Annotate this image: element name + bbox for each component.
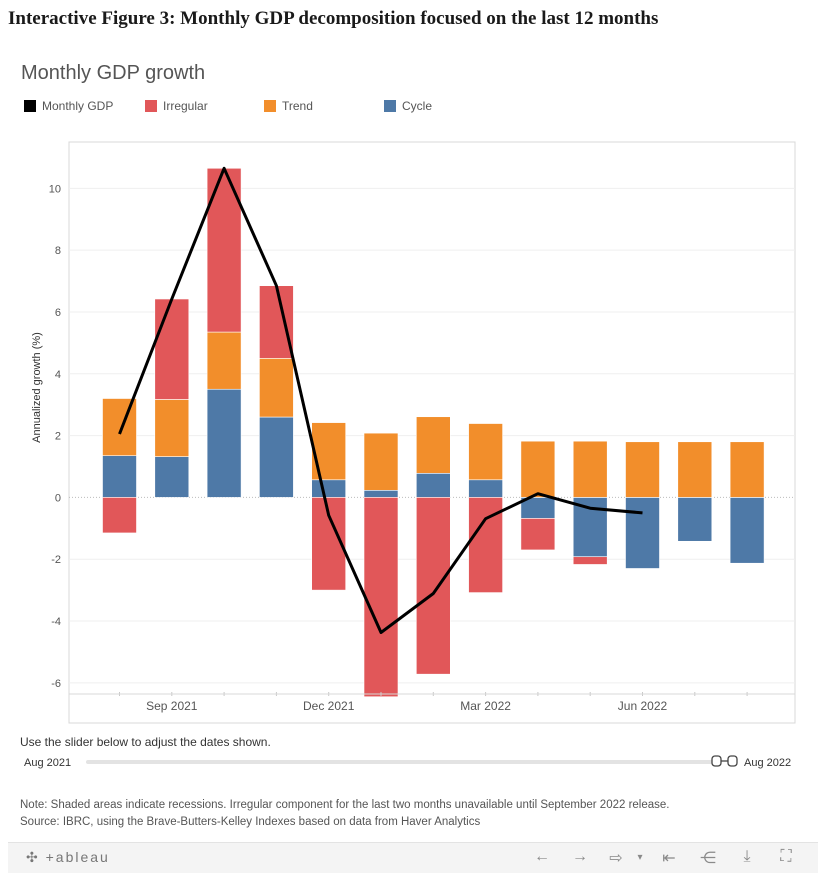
chart-plot: -6 -4 -2 0 2 4 6 8 10 Sep 2021 Dec 2021 Mar 2022 Jun… [31,141,796,724]
fullscreen-icon[interactable]: ⛶ [780,848,792,865]
bar-irregular[interactable] [572,556,608,565]
plot-frame [68,141,796,724]
bar-irregular[interactable] [102,497,137,534]
y-tick-label: 0 [55,492,61,504]
bar-irregular[interactable] [520,518,556,551]
note: Note: Shaded areas indicate recessions. … [20,797,670,831]
bar-cycle[interactable] [677,497,713,542]
date-range-slider-track[interactable] [86,760,714,764]
tableau-logo-icon: ✣ [26,849,40,865]
legend-swatch [24,100,36,112]
legend-label: Irregular [163,99,208,113]
slider-caption: Use the slider below to adjust the dates… [20,735,271,749]
x-tick-label: Sep 2021 [146,699,198,713]
bar-cycle[interactable] [415,472,451,498]
bar-trend[interactable] [259,358,294,418]
bar-cycle[interactable] [363,489,399,498]
y-tick-label: -6 [51,678,61,690]
reset-icon[interactable]: ⇤ [662,850,676,867]
bar-cycle[interactable] [311,479,347,498]
y-tick-label: 10 [49,183,61,195]
bar-cycle[interactable] [206,388,242,498]
bar-irregular[interactable] [415,497,451,675]
legend-swatch [384,100,396,112]
undo-icon[interactable]: ← [534,848,550,865]
y-tick-label: 6 [55,307,61,319]
legend-label: Cycle [402,99,433,113]
bar-cycle[interactable] [625,497,660,569]
x-tick-label: Dec 2021 [303,699,355,713]
bar-trend[interactable] [363,432,399,491]
bar-trend[interactable] [520,440,556,498]
y-axis-title: Annualized growth (%) [31,332,43,443]
revert-icon[interactable]: ⇨ [609,850,623,867]
bar-cycle[interactable] [154,456,190,498]
bar-trend[interactable] [311,422,347,481]
y-tick-label: -2 [51,554,61,566]
legend-swatch [145,100,157,112]
slider-start-label: Aug 2021 [24,757,72,769]
slider-end-label: Aug 2022 [744,757,792,769]
y-tick-label: -4 [51,616,61,628]
bar-cycle[interactable] [259,416,294,498]
bar-irregular[interactable] [363,497,399,698]
redo-icon[interactable]: → [572,848,588,865]
legend-item-cycle[interactable]: Cycle [384,99,432,113]
y-tick-label: 2 [55,431,61,443]
bar-cycle[interactable] [729,497,765,564]
chart-title: Monthly GDP growth [21,62,206,84]
figure-title: Interactive Figure 3: Monthly GDP decomp… [8,8,659,29]
tableau-toolbar: ✣ +ableau ← → ⇨ ▾ ⇤ ⋲ ⤓ ⛶ [8,842,818,873]
note-line: Note: Shaded areas indicate recessions. … [20,799,670,811]
bar-trend[interactable] [468,423,503,481]
bar-trend[interactable] [625,441,660,498]
y-tick-label: 8 [55,245,61,257]
bar-trend[interactable] [572,440,608,498]
share-icon[interactable]: ⋲ [700,850,716,867]
bar-irregular[interactable] [154,298,190,400]
bar-irregular[interactable] [259,285,294,359]
legend-swatch [264,100,276,112]
bar-trend[interactable] [206,331,242,390]
legend-label: Trend [282,99,313,113]
tableau-logo-text: +ableau [45,849,110,865]
x-tick-label: Mar 2022 [460,699,511,713]
download-icon[interactable]: ⤓ [743,848,751,865]
y-tick-label: 4 [55,369,61,381]
tableau-logo[interactable]: ✣ +ableau [26,849,110,866]
bar-trend[interactable] [677,441,713,498]
source-line: Source: IBRC, using the Brave-Butters-Ke… [20,816,481,828]
bar-cycle[interactable] [468,479,503,498]
bar-trend[interactable] [415,416,451,474]
bar-trend[interactable] [154,399,190,457]
legend-item-monthly-gdp[interactable]: Monthly GDP [24,99,113,113]
x-tick-label: Jun 2022 [618,699,668,713]
legend-label: Monthly GDP [42,99,114,113]
bar-cycle[interactable] [102,455,137,498]
chevron-down-icon[interactable]: ▾ [637,852,643,863]
legend-item-trend[interactable]: Trend [264,99,313,113]
legend-item-irregular[interactable]: Irregular [145,99,208,113]
slider-handle[interactable] [710,754,740,768]
bar-trend[interactable] [729,441,765,498]
line-monthly-gdp[interactable] [118,166,643,634]
